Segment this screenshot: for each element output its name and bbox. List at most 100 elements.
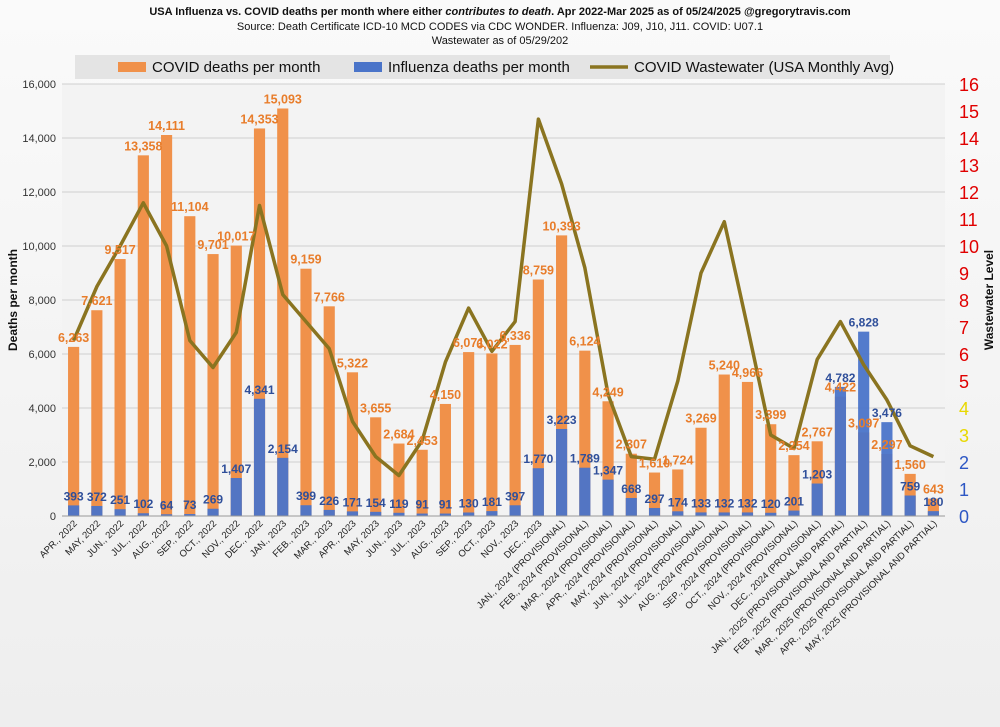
covid-data-label: 6,336 (499, 329, 530, 343)
title-part-1: USA Influenza vs. COVID deaths per month… (149, 6, 446, 18)
influenza-bar (160, 514, 173, 516)
covid-bar (741, 381, 754, 516)
influenza-data-label: 154 (366, 496, 386, 510)
covid-bar (532, 279, 544, 516)
influenza-data-label: 3,476 (872, 406, 902, 420)
covid-bar (672, 469, 684, 516)
covid-data-label: 2,767 (802, 425, 833, 439)
covid-data-label: 1,560 (895, 458, 926, 472)
covid-bar (323, 306, 335, 516)
influenza-data-label: 759 (900, 480, 920, 494)
influenza-bar (370, 511, 382, 516)
y-tick-label: 2,000 (28, 457, 56, 469)
y2-tick-label: 9 (959, 264, 969, 284)
covid-bar (765, 424, 777, 516)
covid-bar (509, 344, 521, 516)
influenza-data-label: 119 (389, 497, 409, 511)
covid-data-label: 15,093 (264, 92, 302, 106)
covid-data-label: 6,071 (453, 336, 484, 350)
y2-tick-label: 14 (959, 129, 979, 149)
covid-data-label: 6,124 (569, 335, 600, 349)
y-tick-label: 14,000 (22, 133, 56, 145)
covid-data-label: 4,966 (732, 366, 763, 380)
y2-tick-label: 6 (959, 345, 969, 365)
covid-data-label: 3,269 (685, 412, 716, 426)
y-tick-label: 16,000 (22, 79, 56, 91)
chart-subtitle-2: Wastewater as of 05/29/202 (431, 35, 569, 47)
influenza-data-label: 180 (923, 495, 943, 509)
influenza-data-label: 64 (160, 498, 174, 512)
y2-tick-label: 3 (959, 426, 969, 446)
covid-data-label: 2,254 (778, 439, 809, 453)
influenza-data-label: 372 (87, 490, 107, 504)
influenza-data-label: 399 (296, 489, 316, 503)
covid-data-label: 4,150 (430, 388, 461, 402)
covid-data-label: 643 (923, 483, 944, 497)
covid-bar (904, 473, 916, 516)
influenza-data-label: 1,347 (593, 464, 623, 478)
covid-data-label: 3,399 (755, 408, 786, 422)
influenza-bar (532, 468, 544, 516)
influenza-bar (114, 509, 126, 516)
influenza-bar (881, 422, 893, 516)
influenza-data-label: 393 (64, 489, 84, 503)
covid-data-label: 5,240 (709, 359, 740, 373)
influenza-data-label: 3,223 (547, 413, 577, 427)
legend-swatch-covid (118, 62, 146, 72)
influenza-bar (672, 511, 684, 516)
covid-data-label: 8,759 (523, 264, 554, 278)
covid-bar (602, 401, 614, 516)
influenza-bar (741, 512, 754, 516)
covid-data-label: 7,766 (314, 290, 345, 304)
influenza-bar (788, 510, 800, 516)
covid-bar (393, 443, 405, 516)
covid-data-label: 1,724 (662, 453, 693, 467)
influenza-data-label: 102 (133, 497, 153, 511)
influenza-bar (927, 511, 939, 516)
covid-bar (463, 352, 475, 516)
covid-data-label: 1,610 (639, 457, 670, 471)
influenza-bar (463, 512, 475, 516)
covid-data-label: 2,297 (871, 438, 902, 452)
covid-bar (346, 372, 359, 516)
influenza-data-label: 181 (482, 495, 502, 509)
y-tick-label: 4,000 (28, 403, 56, 415)
covid-bar (718, 374, 730, 516)
influenza-data-label: 251 (110, 493, 130, 507)
influenza-bar (602, 479, 614, 516)
y2-tick-label: 8 (959, 291, 969, 311)
covid-bar (253, 128, 266, 516)
legend-swatch-influenza (354, 62, 382, 72)
covid-data-label: 9,159 (290, 253, 321, 267)
influenza-bar (184, 514, 196, 516)
covid-bar (811, 441, 823, 516)
influenza-bar (718, 512, 730, 516)
y2-tick-label: 16 (959, 75, 979, 95)
covid-data-label: 9,701 (197, 238, 228, 252)
title-part-2: contributes to death (445, 6, 552, 18)
influenza-bar (439, 513, 451, 516)
influenza-bar (230, 478, 242, 516)
influenza-data-label: 120 (761, 497, 781, 511)
influenza-bar (300, 505, 312, 516)
covid-data-label: 10,393 (542, 219, 580, 233)
y-tick-label: 8,000 (28, 295, 56, 307)
covid-bar (695, 427, 707, 516)
influenza-data-label: 174 (668, 495, 688, 509)
covid-data-label: 9,517 (104, 243, 135, 257)
y-axis-title: Deaths per month (6, 249, 20, 351)
covid-bar (556, 235, 568, 516)
influenza-data-label: 668 (621, 482, 641, 496)
covid-data-label: 6,022 (476, 337, 507, 351)
influenza-bar (509, 505, 521, 516)
influenza-bar (68, 505, 80, 516)
covid-bar (277, 108, 289, 516)
y2-tick-label: 2 (959, 453, 969, 473)
y2-tick-label: 5 (959, 372, 969, 392)
influenza-bar (253, 398, 266, 516)
influenza-bar (858, 331, 870, 516)
chart-subtitle: Source: Death Certificate ICD-10 MCD COD… (236, 21, 764, 33)
influenza-data-label: 4,341 (244, 383, 274, 397)
